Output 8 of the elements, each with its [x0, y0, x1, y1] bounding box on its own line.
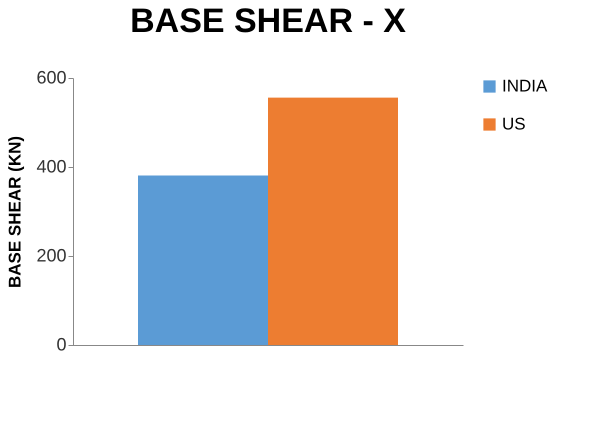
y-tick-label: 0: [56, 334, 66, 354]
y-axis-title: BASE SHEAR (KN): [5, 136, 24, 288]
legend-label: US: [502, 114, 526, 134]
y-tick-label: 600: [36, 68, 66, 88]
y-tick-label: 200: [36, 246, 66, 266]
y-tick-label: 400: [36, 156, 66, 176]
chart-title: BASE SHEAR - X: [130, 2, 406, 40]
legend-label: INDIA: [502, 76, 548, 96]
